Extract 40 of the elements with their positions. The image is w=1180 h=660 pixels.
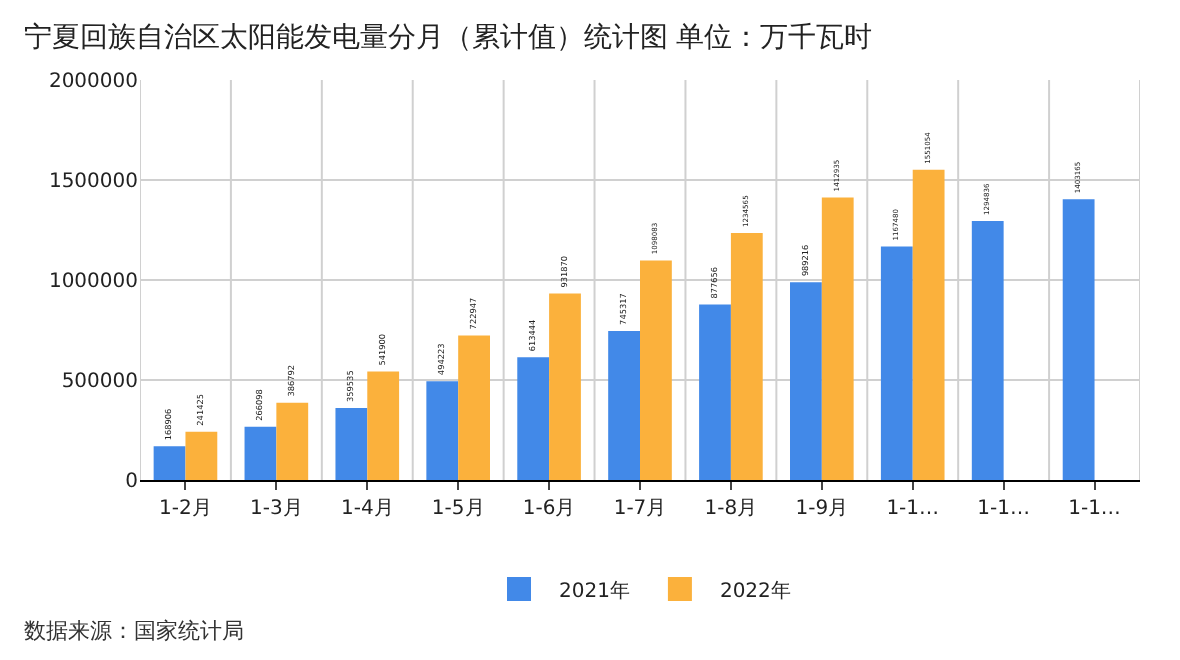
x-tick-label: 1-8月: [704, 498, 758, 520]
y-tick-label: 1500000: [48, 171, 138, 193]
bar: [730, 233, 763, 480]
bar: [335, 408, 368, 480]
x-tick-label: 1-1…: [1068, 498, 1121, 520]
legend-label: 2022年: [719, 578, 791, 603]
source-note: 数据来源：国家统计局: [24, 618, 244, 644]
bar: [912, 169, 945, 480]
bar: [821, 197, 854, 480]
x-tick-label: 1-1…: [886, 498, 940, 520]
bar: [880, 246, 913, 480]
bar: [549, 293, 581, 480]
bar: [699, 304, 731, 480]
bar: [971, 221, 1004, 480]
bar: [640, 260, 672, 480]
x-tick-label: 1-5月: [431, 498, 485, 520]
legend-label: 2021年: [559, 578, 630, 603]
bar: [1062, 199, 1095, 480]
bar: [185, 431, 218, 480]
bar: [790, 282, 822, 480]
x-tick-label: 1-3月: [250, 498, 303, 520]
x-tick-label: 1-6月: [522, 498, 576, 520]
y-tick-label: 0: [125, 471, 138, 493]
bar: [367, 371, 400, 480]
bar: [426, 381, 459, 480]
bar: [244, 426, 277, 480]
bar: [458, 335, 490, 480]
bar: [608, 330, 640, 480]
y-tick-label: 1000000: [48, 271, 138, 293]
y-tick-label: 2000000: [48, 71, 138, 93]
bar: [276, 402, 309, 480]
x-tick-label: 1-4月: [340, 498, 394, 520]
x-tick-label: 1-7月: [613, 498, 667, 520]
x-tick-label: 1-9月: [795, 498, 849, 520]
y-tick-label: 500000: [61, 371, 138, 393]
bar: [153, 446, 186, 480]
x-tick-label: 1-2月: [159, 498, 212, 520]
x-tick-label: 1-1…: [977, 498, 1030, 520]
chart-title: 宁夏回族自治区太阳能发电量分月（累计值）统计图 单位：万千瓦时: [23, 22, 873, 54]
bar: [517, 357, 550, 480]
